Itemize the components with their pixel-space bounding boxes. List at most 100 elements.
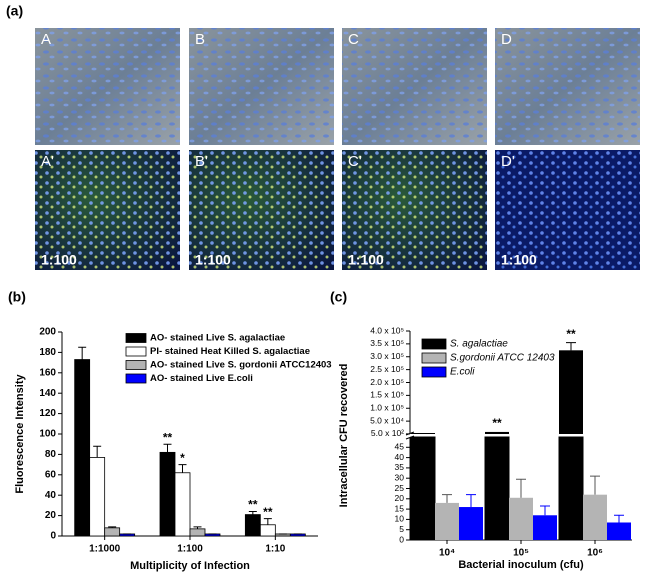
bar: [558, 436, 584, 541]
legend-swatch: [421, 366, 447, 378]
y-tick-label: 5.0 x 10²: [371, 428, 404, 438]
bar: [259, 524, 276, 537]
bar-upper: [559, 350, 583, 434]
x-axis-label: Multiplicity of Infection: [130, 560, 250, 572]
nuclei-overlay: [495, 150, 640, 270]
y-tick-label: 30: [395, 472, 405, 482]
significance-label: **: [248, 498, 258, 512]
error-bar: [540, 505, 550, 516]
legend-swatch: [421, 338, 447, 350]
legend-label: AO- stained Live S. gordonii ATCC12403: [150, 360, 332, 371]
cell-overlay: [35, 28, 180, 145]
y-tick-label: 1.5 x 10⁵: [370, 390, 404, 400]
significance-label: **: [492, 416, 502, 430]
bar: [159, 451, 176, 537]
legend-label: E.coli: [450, 367, 475, 378]
error-bar: [163, 443, 172, 453]
bar: [89, 457, 106, 537]
y-tick-label: 3.0 x 10⁵: [370, 351, 404, 361]
error-bar: [78, 346, 87, 360]
image-label: C': [348, 153, 362, 170]
bar: [74, 359, 91, 537]
error-bar: [466, 494, 476, 508]
error-bar: [263, 518, 272, 525]
cell-overlay: [342, 28, 487, 145]
nuclei-overlay: [189, 150, 334, 270]
y-tick-label: 4.0 x 10⁵: [370, 325, 404, 335]
y-tick-label: 80: [45, 449, 57, 460]
image-label: D: [501, 31, 512, 48]
y-tick-label: 20: [45, 510, 57, 521]
y-tick-label: 200: [39, 327, 56, 338]
cell-overlay: [189, 28, 334, 145]
x-axis-label: Bacterial inoculum (cfu): [458, 559, 584, 571]
image-label: D': [501, 153, 515, 170]
bar-upper: [485, 431, 509, 434]
error-bar: [193, 526, 202, 529]
legend-swatch: [125, 346, 147, 357]
x-tick-label: 1:10: [265, 544, 285, 555]
bar: [509, 497, 533, 540]
bar: [533, 515, 557, 540]
cell-overlay: [495, 28, 640, 145]
y-tick-label: 25: [395, 483, 405, 493]
significance-label: *: [180, 451, 185, 465]
legend-label: AO- stained Live E.coli: [150, 373, 253, 384]
ratio-label: 1:100: [41, 252, 77, 268]
y-tick-label: 0: [50, 531, 56, 542]
legend-swatch: [125, 373, 147, 384]
error-bar: [590, 475, 600, 495]
nuclei-overlay: [342, 150, 487, 270]
error-bar: [442, 494, 452, 503]
bar: [410, 436, 436, 541]
x-tick-label: 10⁵: [513, 548, 529, 559]
x-tick-label: 10⁶: [587, 548, 603, 559]
bar: [244, 514, 261, 537]
y-tick-label: 5: [399, 524, 404, 534]
y-axis-label: Fluorescence Intensity: [14, 374, 26, 494]
bar-upper: [411, 433, 435, 434]
bar: [607, 522, 631, 540]
micrograph-grid: A B C D A' 1:100 B' 1:100 C' 1:100 D' 1:100: [35, 28, 640, 270]
y-tick-label: 10: [395, 514, 405, 524]
error-bar: [614, 514, 624, 523]
x-tick-label: 1:100: [177, 544, 203, 555]
y-tick-label: 45: [395, 442, 405, 452]
error-bar: [93, 445, 102, 458]
legend-swatch: [125, 333, 147, 343]
image-label: A': [41, 153, 54, 170]
y-tick-label: 15: [395, 503, 405, 513]
y-axis-label: Intracellular CFU recovered: [338, 364, 350, 508]
bar: [104, 527, 121, 537]
x-tick-label: 1:1000: [89, 544, 121, 555]
nuclei-overlay: [35, 150, 180, 270]
legend-swatch: [125, 360, 147, 370]
error-bar: [516, 478, 526, 498]
y-tick-label: 60: [45, 469, 57, 480]
ratio-label: 1:100: [501, 252, 537, 268]
significance-label: **: [263, 505, 273, 519]
y-tick-label: 160: [39, 367, 56, 378]
bar: [583, 494, 607, 540]
image-label: C: [348, 31, 359, 48]
image-label: B': [195, 153, 208, 170]
y-tick-label: 180: [39, 347, 56, 358]
y-tick-label: 140: [39, 388, 56, 399]
legend-label: AO- stained Live S. agalactiae: [150, 333, 285, 344]
y-tick-label: 0: [399, 534, 404, 544]
bar: [459, 507, 483, 540]
significance-label: **: [163, 430, 173, 444]
ratio-label: 1:100: [348, 252, 384, 268]
x-tick-label: 10⁴: [439, 548, 455, 559]
error-bar: [108, 526, 117, 528]
y-tick-label: 2.0 x 10⁵: [370, 377, 404, 387]
y-tick-label: 3.5 x 10⁵: [370, 338, 404, 348]
error-bar: [566, 342, 576, 351]
bar: [174, 472, 191, 537]
y-tick-label: 100: [39, 429, 56, 440]
bar: [435, 502, 459, 540]
y-tick-label: 40: [45, 490, 57, 501]
y-tick-label: 120: [39, 408, 56, 419]
